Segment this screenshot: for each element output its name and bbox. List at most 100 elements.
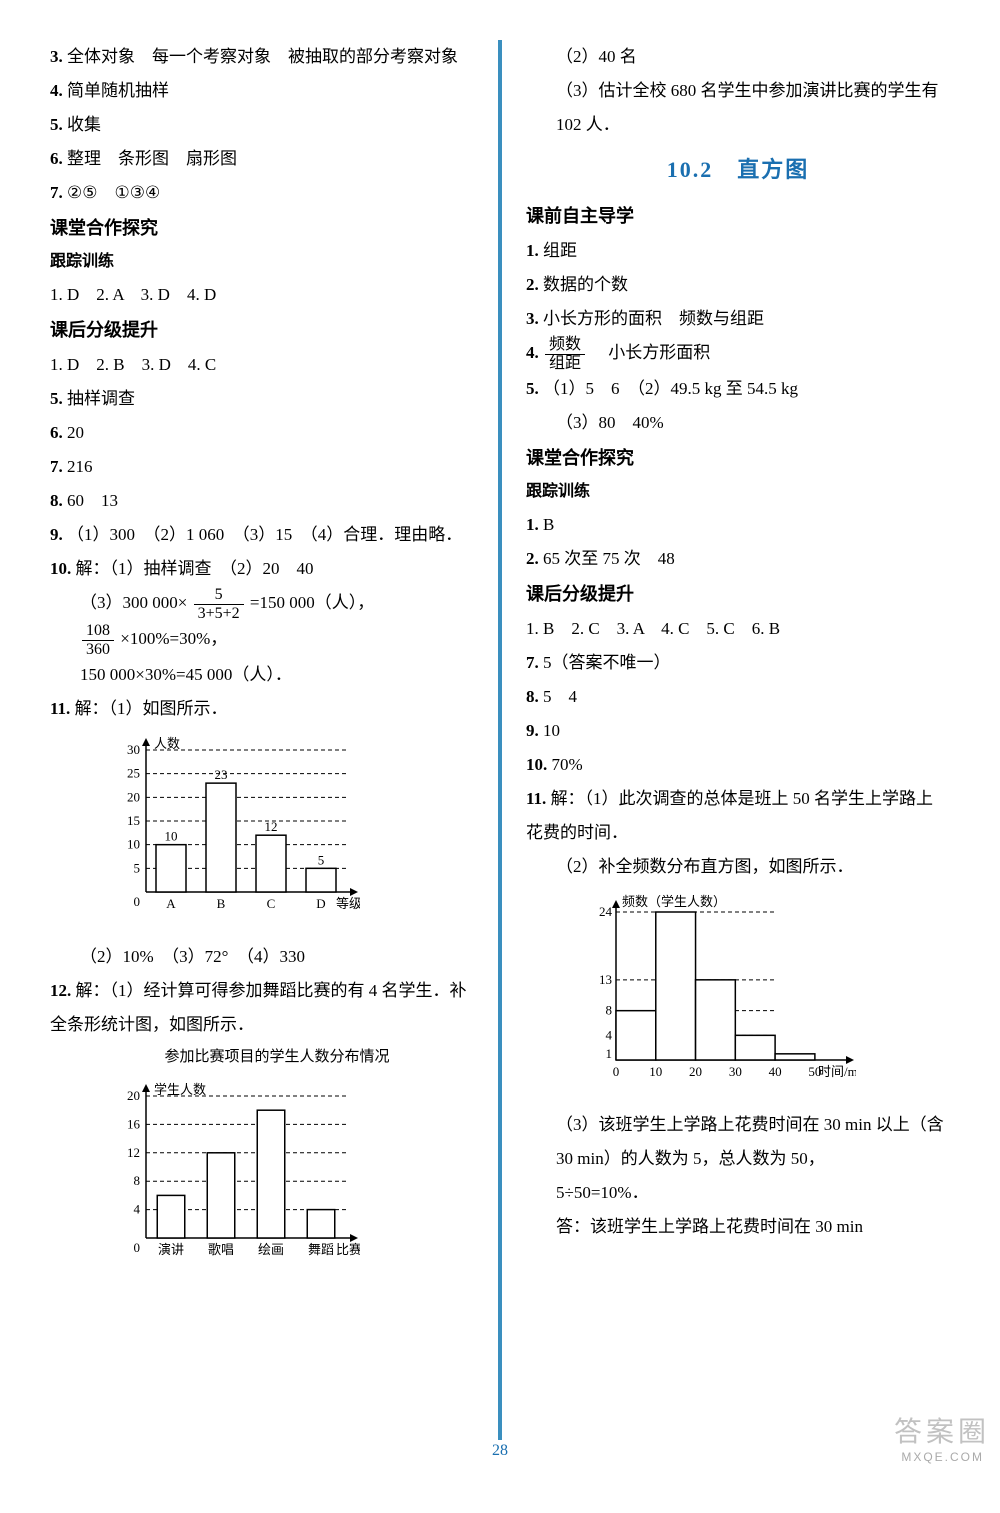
kh10-line1: （3）300 000× 5 3+5+2 =150 000（人）， bbox=[50, 586, 474, 622]
svg-text:0: 0 bbox=[134, 1240, 141, 1255]
chart-2-container: 4 8 12 16 20 演讲 歌唱 绘画 舞蹈 学生人数比赛项目 0 bbox=[100, 1078, 474, 1280]
fraction-2: 108 360 bbox=[82, 622, 114, 658]
svg-text:1: 1 bbox=[606, 1046, 613, 1061]
svg-text:时间/min: 时间/min bbox=[818, 1064, 856, 1079]
svg-text:20: 20 bbox=[127, 1088, 140, 1103]
kh11-head: 11. 解：（1）如图所示． bbox=[50, 692, 474, 726]
svg-text:10: 10 bbox=[127, 837, 140, 852]
kh7: 7. 216 bbox=[50, 450, 474, 484]
histogram-time: 148132401020304050频数（学生人数）时间/min bbox=[576, 890, 856, 1090]
kh10-line2: 108 360 ×100%=30%， bbox=[50, 622, 474, 658]
page: 3. 全体对象 每一个考察对象 被抽取的部分考察对象 4. 简单随机抽样 5. … bbox=[0, 0, 1000, 1470]
svg-text:20: 20 bbox=[127, 790, 140, 805]
heading-kehou-left: 课后分级提升 bbox=[50, 312, 474, 348]
kq4: 4. 频数 组距 小长方形面积 bbox=[526, 336, 950, 372]
heading-keqian: 课前自主导学 bbox=[526, 198, 950, 234]
watermark-sub: MXQE.COM bbox=[901, 1450, 984, 1464]
kh8: 8. 60 13 bbox=[50, 484, 474, 518]
svg-text:0: 0 bbox=[613, 1064, 620, 1079]
rkh11b: （2）补全频数分布直方图，如图所示． bbox=[526, 850, 950, 884]
svg-text:C: C bbox=[267, 896, 276, 911]
heading-genzong-right: 跟踪训练 bbox=[526, 476, 950, 508]
q6-text: 整理 条形图 扇形图 bbox=[67, 149, 237, 168]
svg-text:12: 12 bbox=[127, 1145, 140, 1160]
svg-text:16: 16 bbox=[127, 1117, 141, 1132]
heading-tanjiu-left: 课堂合作探究 bbox=[50, 210, 474, 246]
kh10-line3: 150 000×30%=45 000（人）． bbox=[50, 658, 474, 692]
svg-text:15: 15 bbox=[127, 813, 140, 828]
svg-text:5: 5 bbox=[318, 853, 325, 868]
svg-text:等级: 等级 bbox=[336, 896, 360, 911]
svg-text:歌唱: 歌唱 bbox=[208, 1242, 234, 1257]
svg-text:4: 4 bbox=[606, 1028, 613, 1043]
q6: 6. 整理 条形图 扇形图 bbox=[50, 142, 474, 176]
chart-1-container: 5101520253010A23B12C5D人数等级0 bbox=[100, 732, 474, 934]
kh6: 6. 20 bbox=[50, 416, 474, 450]
kq2: 2. 数据的个数 bbox=[526, 268, 950, 302]
svg-text:23: 23 bbox=[215, 768, 228, 783]
svg-text:绘画: 绘画 bbox=[258, 1242, 284, 1257]
kh10-head: 10. 解：（1）抽样调查 （2）20 40 bbox=[50, 552, 474, 586]
r-p3: （3）估计全校 680 名学生中参加演讲比赛的学生有 102 人． bbox=[526, 74, 950, 142]
gz2: 2. 65 次至 75 次 48 bbox=[526, 542, 950, 576]
rkh10: 10. 70% bbox=[526, 748, 950, 782]
genzong-answers-left: 1. D 2. A 3. D 4. D bbox=[50, 278, 474, 312]
fraction-3: 频数 组距 bbox=[545, 336, 585, 372]
kq3: 3. 小长方形的面积 频数与组距 bbox=[526, 302, 950, 336]
left-column: 3. 全体对象 每一个考察对象 被抽取的部分考察对象 4. 简单随机抽样 5. … bbox=[50, 40, 494, 1440]
heading-kehou-right: 课后分级提升 bbox=[526, 576, 950, 612]
r-p2: （2）40 名 bbox=[526, 40, 950, 74]
svg-text:10: 10 bbox=[649, 1064, 662, 1079]
right-column: （2）40 名 （3）估计全校 680 名学生中参加演讲比赛的学生有 102 人… bbox=[506, 40, 950, 1440]
kq5b: （3）80 40% bbox=[526, 406, 950, 440]
svg-text:B: B bbox=[217, 896, 226, 911]
kehou-mc-left: 1. D 2. B 3. D 4. C bbox=[50, 348, 474, 382]
kq5a: 5. （1）5 6 （2）49.5 kg 至 54.5 kg bbox=[526, 372, 950, 406]
svg-text:8: 8 bbox=[134, 1174, 141, 1189]
q7: 7. ②⑤ ①③④ bbox=[50, 176, 474, 210]
svg-text:人数: 人数 bbox=[154, 736, 180, 751]
rkh9: 9. 10 bbox=[526, 714, 950, 748]
rkh11e: 答：该班学生上学路上花费时间在 30 min bbox=[526, 1210, 950, 1244]
watermark: 答案圈 bbox=[894, 1410, 990, 1450]
rkh8: 8. 5 4 bbox=[526, 680, 950, 714]
svg-text:13: 13 bbox=[599, 972, 612, 987]
kq1: 1. 组距 bbox=[526, 234, 950, 268]
heading-genzong-left: 跟踪训练 bbox=[50, 246, 474, 278]
svg-text:30: 30 bbox=[729, 1064, 742, 1079]
rkh11a: 11. 解：（1）此次调查的总体是班上 50 名学生上学路上花费的时间． bbox=[526, 782, 950, 850]
gz1: 1. B bbox=[526, 508, 950, 542]
q5: 5. 收集 bbox=[50, 108, 474, 142]
bar-chart-competition: 4 8 12 16 20 演讲 歌唱 绘画 舞蹈 学生人数比赛项目 0 bbox=[100, 1078, 360, 1268]
q4: 4. 简单随机抽样 bbox=[50, 74, 474, 108]
svg-text:40: 40 bbox=[769, 1064, 782, 1079]
kh-mc-right: 1. B 2. C 3. A 4. C 5. C 6. B bbox=[526, 612, 950, 646]
fraction-1: 5 3+5+2 bbox=[194, 586, 244, 622]
kh12-head: 12. 解：（1）经计算可得参加舞蹈比赛的有 4 名学生．补全条形统计图，如图所… bbox=[50, 974, 474, 1042]
q5-text: 收集 bbox=[67, 115, 101, 134]
q3-text: 全体对象 每一个考察对象 被抽取的部分考察对象 bbox=[67, 47, 458, 66]
svg-text:舞蹈: 舞蹈 bbox=[308, 1242, 334, 1257]
svg-text:演讲: 演讲 bbox=[158, 1242, 184, 1257]
svg-text:D: D bbox=[316, 896, 325, 911]
svg-text:A: A bbox=[166, 896, 176, 911]
kh9: 9. （1）300 （2）1 060 （3）15 （4）合理．理由略． bbox=[50, 518, 474, 552]
svg-text:8: 8 bbox=[606, 1003, 613, 1018]
svg-text:25: 25 bbox=[127, 766, 140, 781]
svg-text:学生人数: 学生人数 bbox=[154, 1082, 206, 1097]
page-number: 28 bbox=[0, 1442, 1000, 1460]
kh5: 5. 抽样调查 bbox=[50, 382, 474, 416]
section-title: 10.2 直方图 bbox=[526, 148, 950, 192]
svg-text:比赛项目: 比赛项目 bbox=[336, 1242, 360, 1257]
rkh7: 7. 5（答案不唯一） bbox=[526, 646, 950, 680]
chart-3-container: 148132401020304050频数（学生人数）时间/min bbox=[576, 890, 950, 1102]
svg-text:20: 20 bbox=[689, 1064, 702, 1079]
svg-text:12: 12 bbox=[265, 820, 278, 835]
column-divider bbox=[498, 40, 502, 1440]
svg-text:10: 10 bbox=[165, 829, 178, 844]
svg-text:4: 4 bbox=[134, 1202, 141, 1217]
svg-text:30: 30 bbox=[127, 742, 140, 757]
bar-chart-grades: 5101520253010A23B12C5D人数等级0 bbox=[100, 732, 360, 922]
svg-text:5: 5 bbox=[134, 861, 141, 876]
svg-text:24: 24 bbox=[599, 904, 613, 919]
